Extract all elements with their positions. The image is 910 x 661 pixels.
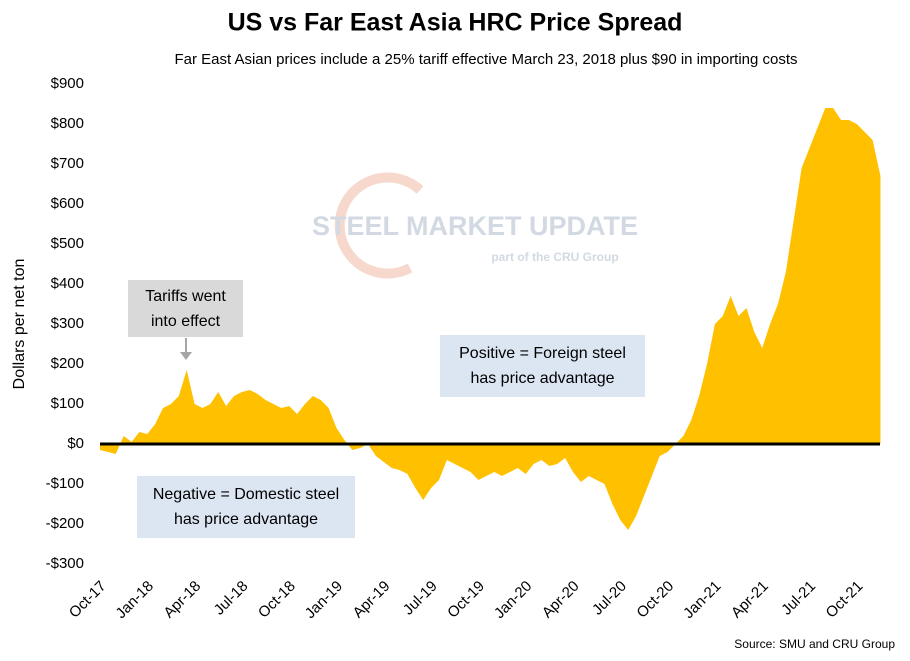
y-tick-label: $400 <box>51 275 84 292</box>
x-tick-label: Oct-18 <box>255 578 299 622</box>
x-tick-label: Jan-18 <box>112 578 156 622</box>
x-tick-label: Oct-17 <box>66 578 110 622</box>
watermark: STEEL MARKET UPDATE <box>312 211 638 241</box>
source: Source: SMU and CRU Group <box>734 637 895 651</box>
x-tick-label: Apr-18 <box>160 578 204 622</box>
x-tick-label: Apr-19 <box>350 578 394 622</box>
y-tick-label: $500 <box>51 235 84 252</box>
annotation: Positive = Foreign steel has price advan… <box>440 335 645 397</box>
y-tick-label: -$200 <box>46 515 84 532</box>
y-tick-label: -$300 <box>46 555 84 572</box>
x-tick-label: Apr-21 <box>728 578 772 622</box>
x-tick-label: Jan-19 <box>302 578 346 622</box>
y-tick-label: $100 <box>51 395 84 412</box>
y-tick-label: $600 <box>51 195 84 212</box>
y-tick-label: $0 <box>67 435 84 452</box>
chart-subtitle: Far East Asian prices include a 25% tari… <box>174 51 797 68</box>
x-tick-label: Oct-21 <box>823 578 867 622</box>
y-tick-label: -$100 <box>46 475 84 492</box>
watermark-logo <box>334 172 424 279</box>
watermark-sub: part of the CRU Group <box>491 250 618 264</box>
x-tick-label: Jul-20 <box>589 578 630 619</box>
x-tick-label: Jul-19 <box>400 578 441 619</box>
y-tick-label: $200 <box>51 355 84 372</box>
x-tick-label: Jan-20 <box>491 578 535 622</box>
y-tick-label: $700 <box>51 155 84 172</box>
y-tick-label: $900 <box>51 75 84 92</box>
x-tick-label: Oct-19 <box>444 578 488 622</box>
x-tick-label: Oct-20 <box>633 578 677 622</box>
x-tick-label: Jul-21 <box>778 578 819 619</box>
area <box>100 108 881 530</box>
y-tick-label: $800 <box>51 115 84 132</box>
x-tick-label: Jul-18 <box>211 578 252 619</box>
y-axis-label: Dollars per net ton <box>11 259 28 390</box>
y-tick-label: $300 <box>51 315 84 332</box>
x-tick-label: Apr-20 <box>539 578 583 622</box>
annotation: Tariffs went into effect <box>128 280 243 337</box>
arrow-head <box>180 352 192 360</box>
x-tick-label: Jan-21 <box>680 578 724 622</box>
annotation: Negative = Domestic steel has price adva… <box>137 476 355 538</box>
chart-title: US vs Far East Asia HRC Price Spread <box>228 9 683 37</box>
